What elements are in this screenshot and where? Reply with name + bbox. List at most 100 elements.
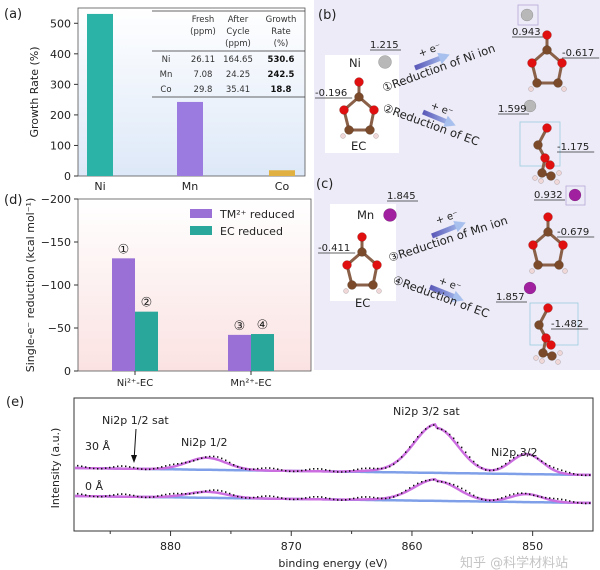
hydrogen-atom (539, 358, 545, 364)
data-points-1 (77, 478, 591, 505)
carbon-atom (554, 260, 564, 270)
table-cell-fresh: 26.11 (191, 55, 215, 65)
spectra (75, 422, 592, 505)
table-cell-fresh: 29.8 (194, 85, 213, 95)
ec-label-b: EC (351, 139, 366, 153)
y-tick-label-a: 300 (50, 78, 71, 91)
carbon-atom (553, 78, 563, 88)
hydrogen-atom (533, 355, 539, 361)
hydrogen-atom (556, 170, 562, 176)
hydrogen-atom (555, 359, 561, 365)
legend-swatch-ec (190, 226, 212, 235)
x-tick-label-a: Ni (94, 180, 105, 193)
product-ec-charge-1: -0.617 (562, 48, 594, 59)
table-cell-rate: 530.6 (268, 55, 295, 65)
oxygen-atom (542, 123, 552, 133)
table-cell-rate: 18.8 (271, 85, 292, 95)
table-cell-after: 164.65 (223, 55, 253, 65)
oxygen-atom (557, 58, 567, 68)
table-header: Growth (266, 15, 297, 25)
y-tick-label-a: 500 (50, 17, 71, 30)
watermark: 知乎 @科学材料站 (460, 555, 568, 570)
oxygen-atom (546, 340, 556, 350)
mn-ion-atom (383, 208, 397, 222)
table-header: After (228, 15, 249, 25)
hydrogen-atom (561, 86, 567, 92)
ni-ion-product (523, 99, 537, 113)
annotation-ni2p12: Ni2p 1/2 (181, 436, 227, 449)
series-label-0A: 0 Å (85, 480, 103, 493)
x-tick-label-d: Mn²⁺-EC (230, 378, 271, 389)
oxygen-atom (542, 30, 552, 40)
x-tick-label-e: 860 (401, 540, 422, 553)
table-header: (%) (274, 39, 289, 49)
data-points-0 (77, 424, 591, 477)
carbon-atom (354, 92, 364, 102)
molecules (339, 8, 582, 365)
oxygen-atom (357, 232, 367, 242)
mn-ion-product (523, 281, 537, 295)
ni-ion-atom (378, 55, 392, 69)
x-axis-label-e: binding energy (eV) (278, 557, 387, 570)
bar-tm-1 (228, 334, 251, 371)
x-tick-label-d: Ni²⁺-EC (117, 378, 153, 389)
oxygen-atom (545, 160, 555, 170)
carbon-atom (532, 78, 542, 88)
oxygen-atom (342, 260, 352, 270)
bar-mark-label: ④ (257, 318, 269, 333)
y-tick-label-d: −150 (41, 236, 71, 249)
arrow-icon (131, 455, 137, 463)
carbon-atom (534, 320, 544, 330)
carbon-atom (546, 171, 556, 181)
y-tick-label-a: 400 (50, 48, 71, 61)
hydrogen-atom (562, 268, 568, 274)
oxygen-atom (540, 153, 550, 163)
panel-label-e: (e) (6, 395, 24, 410)
carbon-atom (533, 140, 543, 150)
table-cell-rate: 242.5 (268, 70, 295, 80)
carbon-atom (547, 351, 557, 361)
panel-a: (a) 0 100 200 300 400 500 Ni Mn Co Growth Rate … (4, 7, 306, 193)
hydrogen-atom (373, 133, 379, 139)
product-ec-charge-3: -0.679 (557, 227, 589, 238)
hydrogen-atom (343, 288, 349, 294)
bar-ec-1 (251, 334, 274, 371)
product-ion-charge-4: 1.857 (496, 292, 525, 303)
panel-label-a: (a) (4, 7, 22, 22)
hydrogen-atom (532, 175, 538, 181)
x-tick-label-e: 870 (281, 540, 302, 553)
ion-label-b: Ni (349, 56, 361, 70)
ec-label-c: EC (355, 296, 370, 310)
y-axis-label-a: Growth Rate (%) (28, 46, 41, 137)
y-tick-label-a: 100 (50, 139, 71, 152)
hydrogen-atom (557, 350, 563, 356)
x-tick-label-e: 880 (160, 540, 181, 553)
annotation-ni2p32-sat: Ni2p 3/2 sat (393, 405, 460, 418)
ni-atom-product (520, 8, 534, 22)
y-axis-label-d: Single-e⁻ reduction (kcal mol⁻¹) (24, 198, 37, 373)
hydrogen-atom (529, 268, 535, 274)
panel-label-b: (b) (318, 8, 336, 23)
bar-mark-label: ① (118, 242, 130, 257)
table-header: Fresh (192, 15, 215, 25)
table-cell-fresh: 7.08 (194, 70, 213, 80)
arrow-icon (451, 290, 464, 302)
y-tick-label-d: −50 (48, 322, 71, 335)
oxygen-atom (527, 58, 537, 68)
x-tick-label-a: Mn (182, 180, 198, 193)
product-ec-charge-2: -1.175 (557, 142, 589, 153)
y-tick-label-d: −200 (41, 193, 71, 206)
table-cell-element: Ni (162, 55, 171, 65)
x-tick-label-e: 850 (522, 540, 543, 553)
legend-label-tm: TM²⁺ reduced (219, 208, 295, 221)
carbon-atom (357, 247, 367, 257)
product-ion-charge-2: 1.599 (498, 104, 527, 115)
bar-tm-0 (112, 258, 135, 371)
carbon-atom (533, 260, 543, 270)
oxygen-atom (558, 240, 568, 250)
bar-mark-label: ② (141, 296, 153, 311)
table-header: (ppm) (225, 39, 251, 49)
carbon-atom (542, 45, 552, 55)
